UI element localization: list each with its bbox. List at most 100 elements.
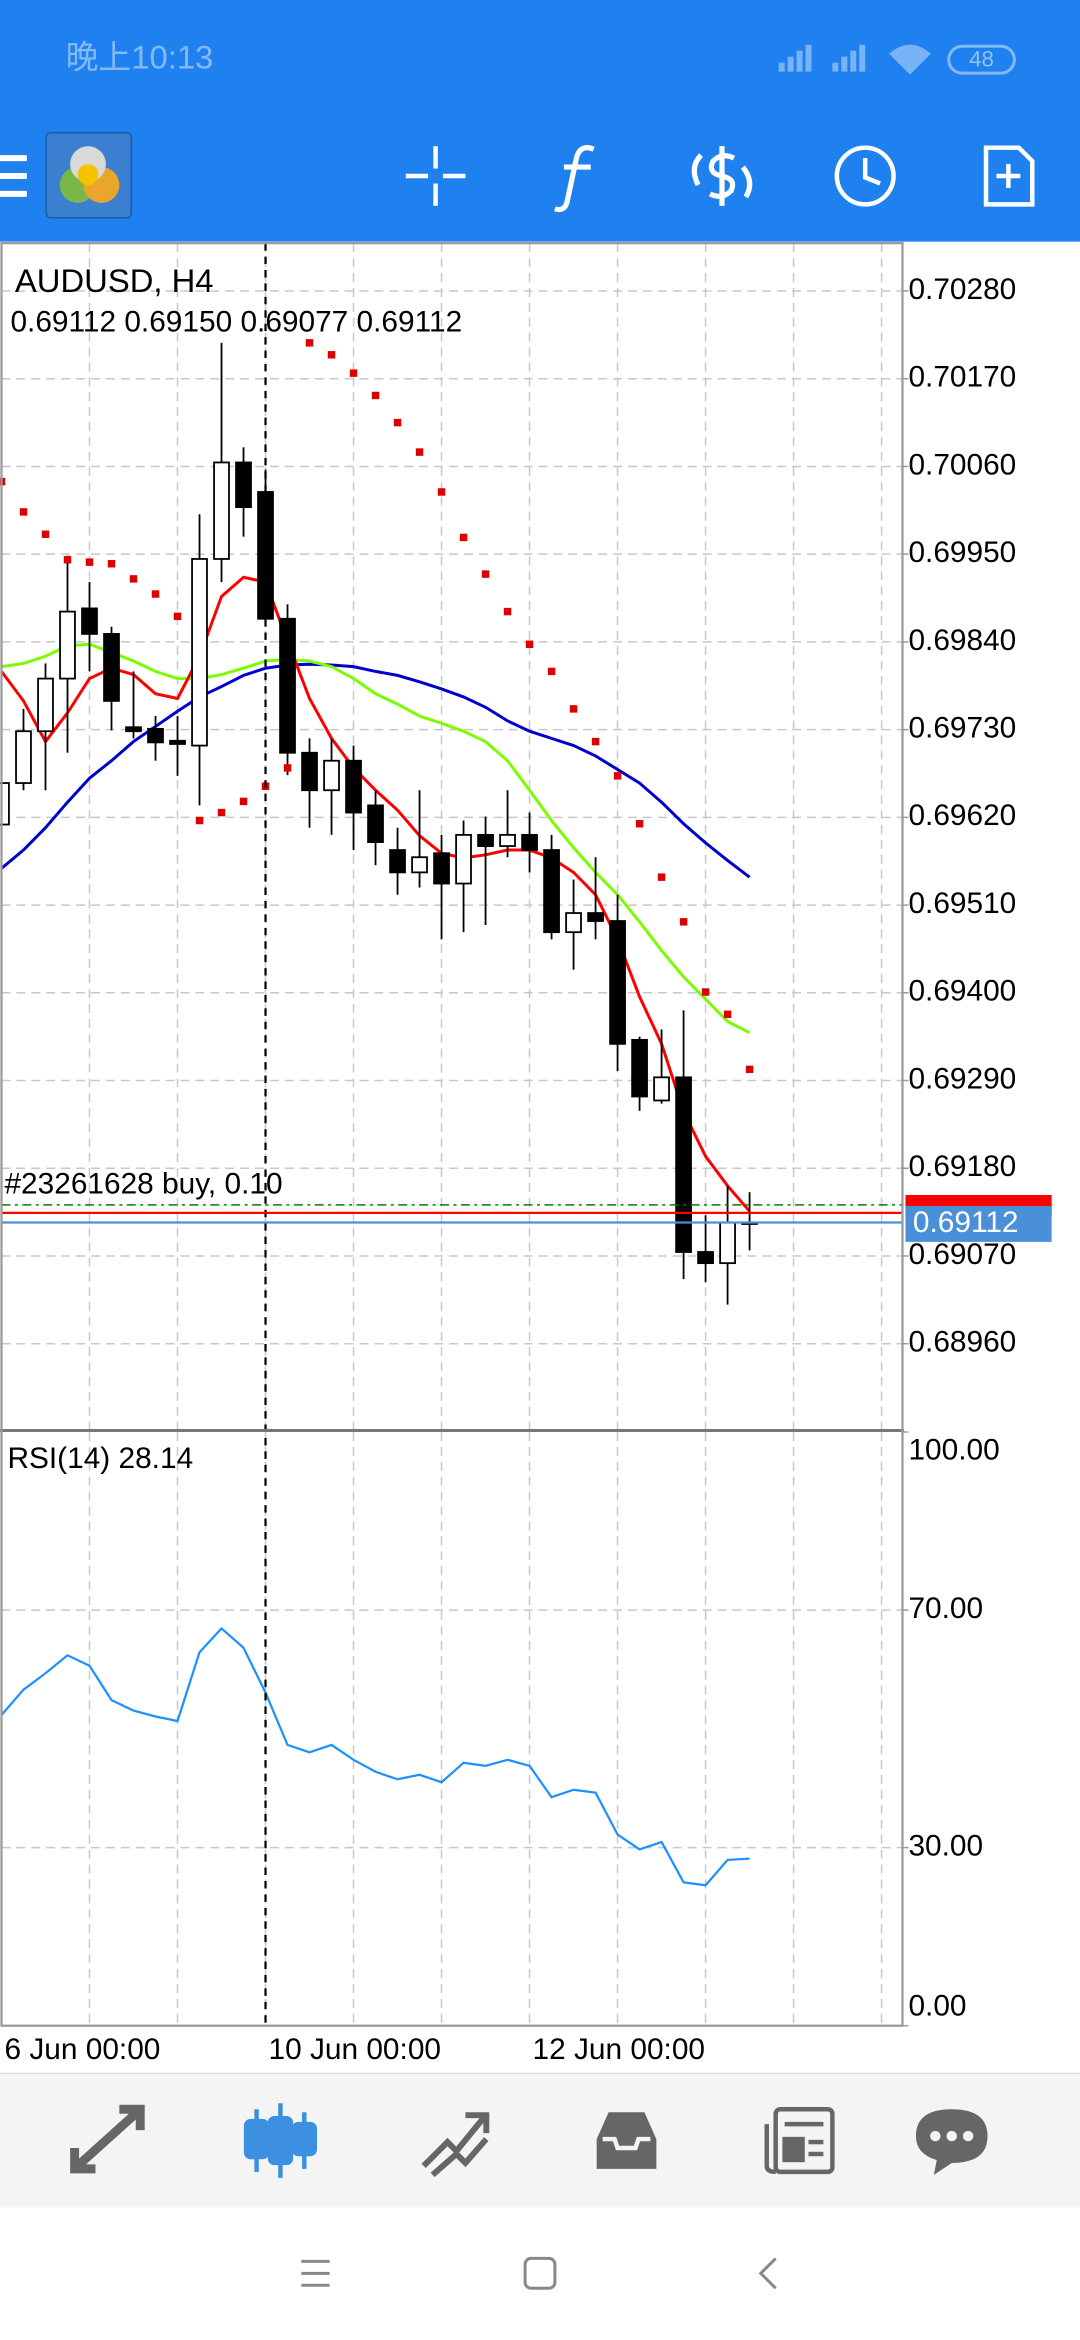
candle-body: [147, 727, 164, 744]
x-tick-label: 12 Jun 00:00: [533, 2033, 706, 2066]
app-icon[interactable]: [45, 132, 133, 219]
candle-body: [15, 730, 32, 784]
y-tick-label: 0.69620: [908, 799, 1016, 832]
sar-dot: [525, 640, 534, 649]
chat-tab[interactable]: [915, 2109, 988, 2175]
y-tick-label: 0.69510: [908, 887, 1016, 920]
candle-body: [675, 1076, 692, 1253]
sar-dot: [151, 590, 160, 598]
plot-frame: [0, 242, 904, 2027]
menu-button[interactable]: [0, 155, 27, 197]
y-tick-label: 0.00: [908, 1990, 966, 2023]
plot: [0, 339, 758, 1887]
status-time: 晚上10:13: [66, 38, 214, 75]
y-tick-label: 0.69290: [908, 1062, 1016, 1095]
sar-dot: [371, 391, 380, 400]
candle-body: [653, 1076, 670, 1102]
sar-dot: [0, 477, 6, 486]
candle-body: [169, 739, 186, 745]
sar-dot: [41, 530, 50, 538]
y-tick-label: 0.70060: [908, 448, 1016, 481]
candle-body: [213, 461, 230, 560]
crosshair-button[interactable]: [405, 146, 466, 206]
candle-body: [433, 852, 450, 885]
sar-dot: [437, 488, 446, 496]
candle-body: [455, 833, 472, 885]
sar-dot: [283, 764, 292, 772]
overlay: 0.70280 0.70170 0.70060 0.69950 0.69840 0.697…: [1, 273, 1052, 2066]
candle-body: [125, 726, 142, 733]
sar-dot: [547, 667, 556, 676]
sar-dot: [107, 560, 116, 568]
chart-tab[interactable]: [243, 2103, 317, 2178]
news-tab[interactable]: [764, 2106, 835, 2175]
sar-dot: [195, 816, 204, 825]
candle-body: [191, 558, 208, 747]
signal-icons: [778, 44, 931, 75]
candle-body: [279, 617, 296, 754]
candle-body: [411, 856, 428, 874]
new-order-button[interactable]: [983, 145, 1035, 207]
sar-dot: [173, 612, 182, 621]
chart-title: AUDUSD, H4: [15, 262, 214, 299]
order-label: #23261628 buy, 0.10: [4, 1167, 282, 1200]
y-tick-label: 0.69730: [908, 711, 1016, 744]
candle-body: [81, 607, 98, 635]
sar-dot: [415, 448, 424, 456]
battery: [947, 44, 1016, 75]
candle-body: [477, 833, 494, 847]
trade-tab[interactable]: [421, 2112, 490, 2178]
sar-dot: [63, 556, 72, 564]
sar-dot: [19, 508, 28, 516]
system-home[interactable]: [523, 2256, 557, 2290]
x-tick-label: 6 Jun 00:00: [4, 2033, 160, 2066]
trade-button[interactable]: [691, 146, 753, 206]
moving-average: [0, 662, 751, 879]
candle-body: [345, 759, 362, 814]
candle-body: [367, 804, 384, 843]
candle-body: [389, 849, 406, 874]
sar-dot: [723, 1010, 732, 1019]
y-tick-label: 0.69840: [908, 624, 1016, 657]
candle-body: [103, 633, 120, 702]
y-tick-label: 70.00: [908, 1592, 983, 1625]
y-tick-label: 0.70170: [908, 361, 1016, 394]
system-menu[interactable]: [301, 2259, 330, 2287]
sar-dot: [217, 808, 226, 817]
candle-body: [59, 610, 76, 680]
candle-body: [719, 1221, 736, 1265]
rsi-line: [0, 1626, 750, 1887]
system-back[interactable]: [758, 2257, 777, 2290]
candle-body: [631, 1038, 648, 1098]
sar-dot: [393, 418, 402, 427]
y-tick-label: 0.69180: [908, 1150, 1016, 1183]
candle-body: [521, 833, 538, 851]
sar-dot: [569, 705, 578, 713]
y-tick-label: 0.69070: [908, 1238, 1016, 1271]
quotes-tab[interactable]: [70, 2104, 145, 2174]
y-tick-label: 0.68960: [908, 1326, 1016, 1359]
sar-dot: [481, 570, 490, 578]
candle-body: [235, 461, 252, 509]
y-tick-label: 100.00: [908, 1433, 999, 1466]
candle-body: [323, 759, 340, 792]
sar-dot: [327, 351, 336, 359]
moving-average: [1, 642, 751, 1035]
app-header: [0, 0, 1080, 242]
grid: [1, 243, 909, 2027]
sar-dot: [613, 772, 622, 780]
candle-body: [565, 912, 582, 934]
history-tab[interactable]: [596, 2112, 657, 2169]
candle-body: [609, 920, 626, 1045]
sar-dot: [503, 607, 512, 616]
x-tick-label: 10 Jun 00:00: [269, 2033, 442, 2066]
sar-dot: [305, 339, 314, 347]
period-button[interactable]: [834, 145, 896, 207]
sar-dot: [85, 558, 94, 566]
rsi-title: RSI(14) 28.14: [7, 1442, 193, 1475]
candle-body: [587, 912, 604, 922]
indicators-button[interactable]: [554, 145, 595, 213]
sar-dot: [239, 797, 248, 806]
